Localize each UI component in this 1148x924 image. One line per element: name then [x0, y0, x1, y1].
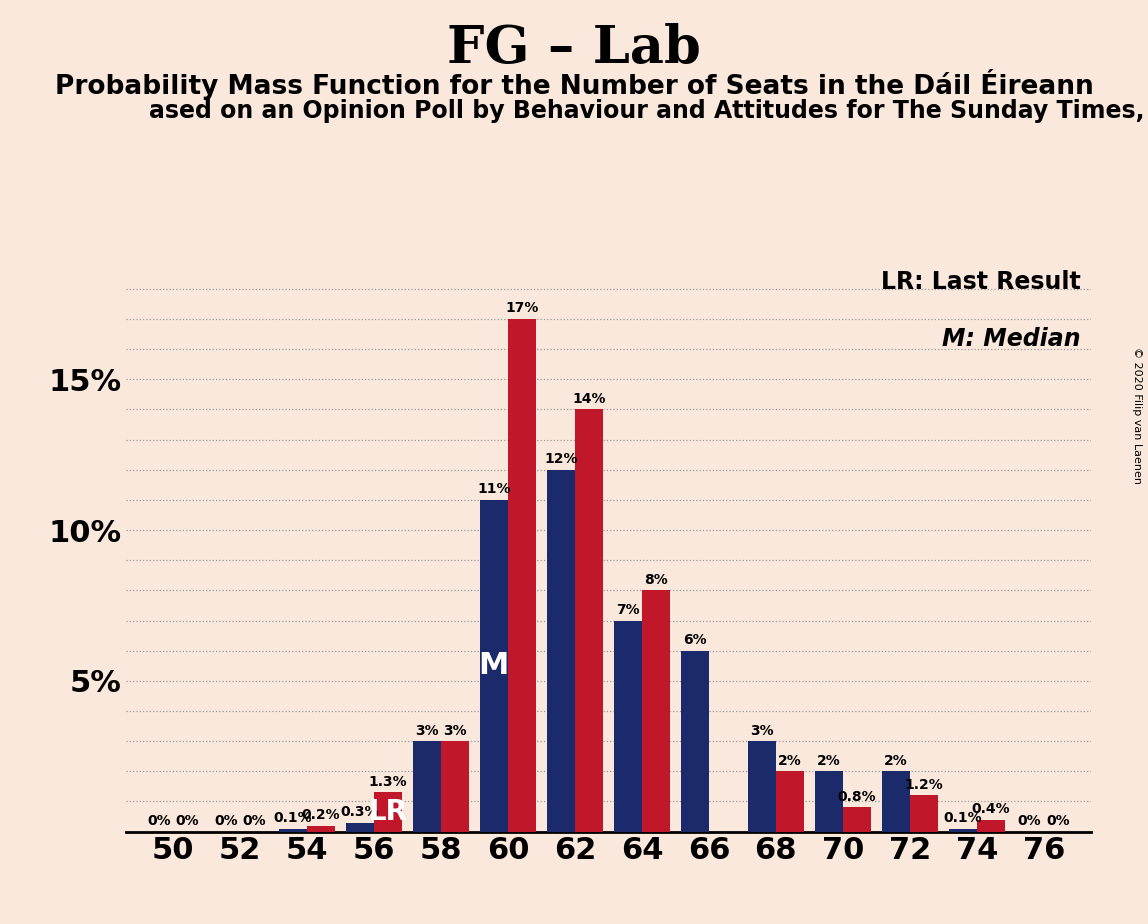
Text: 0.1%: 0.1%	[273, 811, 312, 825]
Bar	[575, 409, 603, 832]
Bar	[843, 808, 871, 832]
Text: 14%: 14%	[572, 392, 606, 406]
Bar	[882, 772, 909, 832]
Bar	[374, 793, 402, 832]
Bar	[747, 741, 776, 832]
Text: 17%: 17%	[505, 301, 538, 315]
Text: © 2020 Filip van Laenen: © 2020 Filip van Laenen	[1132, 347, 1142, 484]
Text: 3%: 3%	[750, 723, 774, 737]
Bar	[308, 825, 335, 832]
Bar	[346, 822, 374, 832]
Bar	[614, 621, 642, 832]
Text: 0%: 0%	[242, 814, 266, 828]
Bar	[977, 820, 1004, 832]
Text: 0%: 0%	[147, 814, 171, 828]
Bar	[480, 500, 507, 832]
Text: 0%: 0%	[215, 814, 238, 828]
Text: 1.2%: 1.2%	[905, 778, 944, 792]
Text: 0%: 0%	[1018, 814, 1041, 828]
Text: M: Median: M: Median	[943, 327, 1081, 351]
Bar	[441, 741, 470, 832]
Bar	[279, 829, 307, 832]
Bar	[681, 650, 708, 832]
Text: 12%: 12%	[544, 452, 577, 467]
Text: Probability Mass Function for the Number of Seats in the Dáil Éireann: Probability Mass Function for the Number…	[55, 69, 1093, 101]
Text: 3%: 3%	[416, 723, 439, 737]
Bar	[815, 772, 843, 832]
Text: M: M	[479, 651, 509, 680]
Bar	[948, 829, 977, 832]
Text: 0%: 0%	[176, 814, 199, 828]
Text: 0.1%: 0.1%	[944, 811, 982, 825]
Text: 2%: 2%	[817, 754, 840, 768]
Text: 6%: 6%	[683, 633, 707, 647]
Bar	[413, 741, 441, 832]
Text: 0.4%: 0.4%	[971, 802, 1010, 816]
Text: 8%: 8%	[644, 573, 668, 587]
Text: 11%: 11%	[478, 482, 511, 496]
Text: LR: Last Result: LR: Last Result	[882, 270, 1081, 294]
Text: 0.2%: 0.2%	[302, 808, 341, 822]
Text: 1.3%: 1.3%	[369, 775, 408, 789]
Bar	[776, 772, 804, 832]
Bar	[546, 469, 575, 832]
Text: LR: LR	[369, 798, 408, 826]
Text: 0%: 0%	[1046, 814, 1070, 828]
Text: 0.3%: 0.3%	[341, 805, 379, 819]
Text: 2%: 2%	[778, 754, 801, 768]
Bar	[507, 319, 536, 832]
Text: ased on an Opinion Poll by Behaviour and Attitudes for The Sunday Times, 1–13 No: ased on an Opinion Poll by Behaviour and…	[149, 99, 1148, 123]
Text: 2%: 2%	[884, 754, 908, 768]
Bar	[642, 590, 670, 832]
Text: 0.8%: 0.8%	[838, 790, 876, 804]
Bar	[909, 796, 938, 832]
Text: FG – Lab: FG – Lab	[447, 23, 701, 74]
Text: 3%: 3%	[443, 723, 467, 737]
Text: 7%: 7%	[616, 603, 639, 617]
